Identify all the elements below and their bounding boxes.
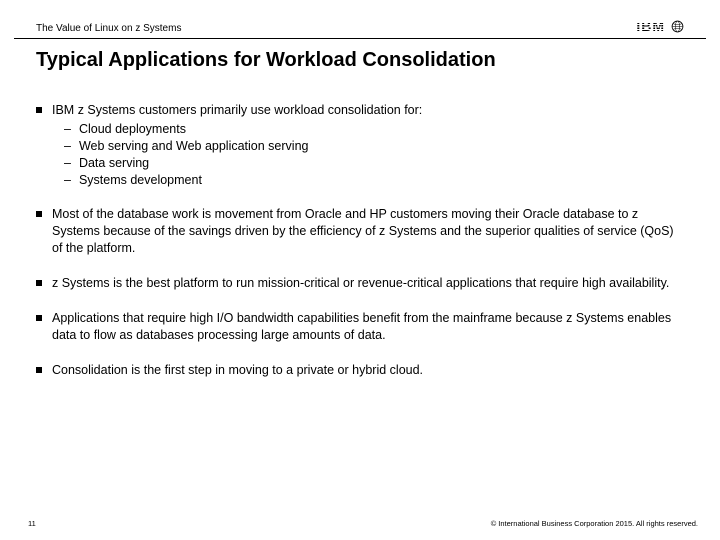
square-bullet-icon xyxy=(36,367,42,373)
sub-item: –Data serving xyxy=(64,155,684,172)
sub-item-text: Data serving xyxy=(79,155,149,172)
bullet-item: z Systems is the best platform to run mi… xyxy=(36,275,684,292)
bullet-item: Applications that require high I/O bandw… xyxy=(36,310,684,344)
bullet-text-span: IBM z Systems customers primarily use wo… xyxy=(52,103,422,117)
sub-item: –Web serving and Web application serving xyxy=(64,138,684,155)
globe-icon xyxy=(671,20,684,33)
sub-item-text: Systems development xyxy=(79,172,202,189)
sub-item: –Cloud deployments xyxy=(64,121,684,138)
dash-bullet-icon: – xyxy=(64,138,71,155)
bullet-text-span: Consolidation is the first step in movin… xyxy=(52,363,423,377)
bullet-item: Consolidation is the first step in movin… xyxy=(36,362,684,379)
dash-bullet-icon: – xyxy=(64,121,71,138)
bullet-text-span: Applications that require high I/O bandw… xyxy=(52,311,671,342)
dash-bullet-icon: – xyxy=(64,155,71,172)
sub-item-text: Cloud deployments xyxy=(79,121,186,138)
slide-header: The Value of Linux on z Systems IBM xyxy=(14,0,706,39)
copyright-text: © International Business Corporation 201… xyxy=(491,519,698,528)
page-number: 11 xyxy=(28,519,36,528)
bullet-text-span: Most of the database work is movement fr… xyxy=(52,207,674,255)
square-bullet-icon xyxy=(36,280,42,286)
square-bullet-icon xyxy=(36,107,42,113)
header-logo-group: IBM xyxy=(636,18,684,34)
bullet-text: z Systems is the best platform to run mi… xyxy=(52,275,684,292)
bullet-text: Consolidation is the first step in movin… xyxy=(52,362,684,379)
slide-title: Typical Applications for Workload Consol… xyxy=(14,39,706,72)
bullet-item: IBM z Systems customers primarily use wo… xyxy=(36,102,684,188)
ibm-logo: IBM xyxy=(636,18,665,34)
header-subtitle: The Value of Linux on z Systems xyxy=(36,23,181,34)
bullet-text: Most of the database work is movement fr… xyxy=(52,206,684,257)
bullet-text: Applications that require high I/O bandw… xyxy=(52,310,684,344)
bullet-item: Most of the database work is movement fr… xyxy=(36,206,684,257)
square-bullet-icon xyxy=(36,211,42,217)
bullet-text: IBM z Systems customers primarily use wo… xyxy=(52,102,684,188)
sub-item-text: Web serving and Web application serving xyxy=(79,138,309,155)
slide-footer: 11 © International Business Corporation … xyxy=(0,519,720,528)
sub-item: –Systems development xyxy=(64,172,684,189)
dash-bullet-icon: – xyxy=(64,172,71,189)
bullet-text-span: z Systems is the best platform to run mi… xyxy=(52,276,669,290)
square-bullet-icon xyxy=(36,315,42,321)
slide-content: IBM z Systems customers primarily use wo… xyxy=(0,72,720,379)
sub-list: –Cloud deployments–Web serving and Web a… xyxy=(64,121,684,189)
